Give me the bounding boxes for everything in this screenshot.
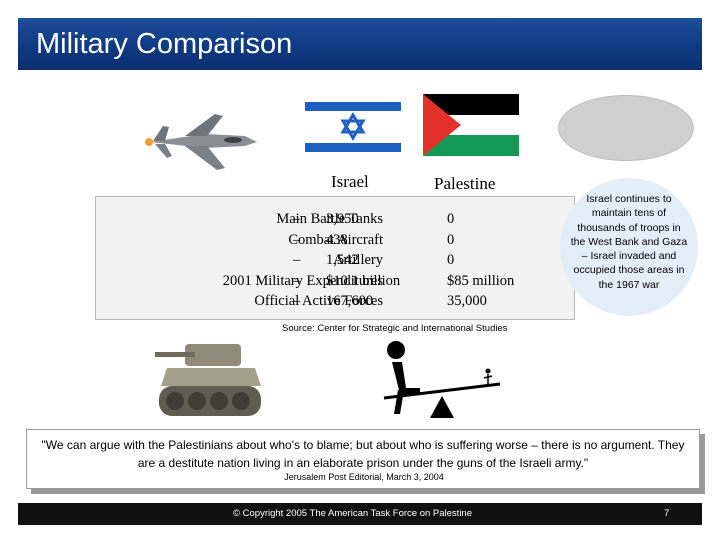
stat-label: Artillery (333, 252, 383, 268)
title-bar: Military Comparison (18, 18, 702, 70)
stat-value-israel: $10.1 billion (326, 272, 401, 289)
stat-dash: – (293, 293, 301, 309)
quote-text: "We can argue with the Palestinians abou… (41, 438, 685, 470)
source-note: Source: Center for Strategic and Interna… (282, 323, 508, 334)
israel-flag (305, 96, 401, 158)
stat-label: Official Active Forces (254, 293, 383, 309)
footer-copyright: © Copyright 2005 The American Task Force… (233, 508, 472, 519)
stat-value-israel: 3,950 (326, 211, 359, 227)
slide-title: Military Comparison (36, 28, 293, 60)
quote-box: "We can argue with the Palestinians abou… (26, 429, 700, 489)
stat-dashes: – – – – – (293, 209, 300, 312)
page-number: 7 (664, 508, 670, 519)
stat-dash: – (293, 231, 301, 248)
stat-value-palestine: 0 (447, 231, 455, 248)
stat-value-palestine: $85 million (447, 272, 515, 289)
fighter-jet-image (145, 114, 257, 170)
gray-oval-shape (558, 95, 694, 161)
stat-values-israel: 3,950 438 1,542 $10.1 billion 167,600 (326, 209, 400, 312)
stat-labels: Main Battle Tanks Combat Aircraft Artill… (223, 209, 383, 312)
column-header-palestine: Palestine (434, 174, 496, 193)
stat-values-palestine: 0 0 0 $85 million 35,000 (447, 209, 514, 312)
stat-dash: – (293, 211, 301, 227)
quote-attribution: Jerusalem Post Editorial, March 3, 2004 (284, 472, 444, 482)
stat-label: Combat Aircraft (288, 231, 383, 248)
tank-image (155, 344, 261, 416)
footer-bar: © Copyright 2005 The American Task Force… (18, 503, 702, 525)
stat-value-palestine: 0 (447, 252, 455, 268)
column-header-israel: Israel (331, 172, 369, 191)
stat-dash: – (293, 252, 301, 268)
stat-value-israel: 438 (326, 231, 348, 248)
callout-circle: Israel continues to maintain tens of tho… (560, 178, 698, 316)
callout-text: Israel continues to maintain tens of tho… (570, 193, 688, 291)
stat-value-palestine: 35,000 (447, 293, 487, 309)
stats-table: Main Battle Tanks Combat Aircraft Artill… (95, 196, 575, 320)
stat-value-israel: 167,600 (326, 293, 374, 309)
stat-dash: – (293, 272, 301, 289)
stat-value-israel: 1,542 (326, 252, 359, 268)
stat-label: 2001 Military Expenditures (222, 272, 383, 289)
stat-value-palestine: 0 (447, 211, 455, 227)
stat-label: Main Battle Tanks (276, 211, 383, 227)
seesaw-figure-icon (383, 341, 501, 418)
palestine-flag (423, 94, 519, 156)
